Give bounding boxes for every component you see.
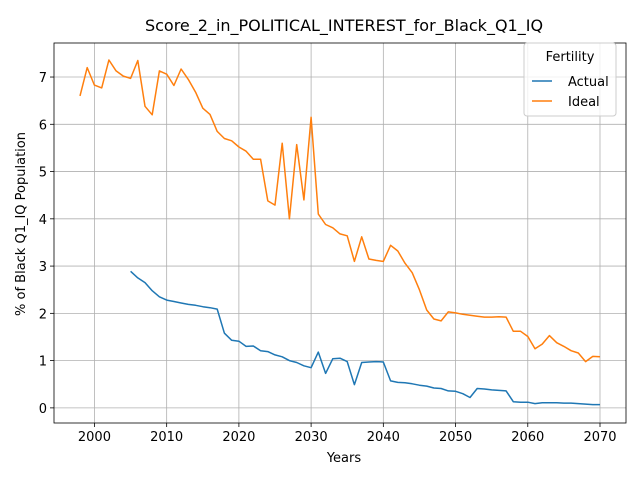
y-tick-label: 7 — [39, 71, 47, 86]
y-tick-label: 6 — [39, 118, 47, 133]
legend-label-actual: Actual — [568, 75, 609, 90]
x-axis-label: Years — [326, 451, 362, 466]
x-tick-label: 2050 — [439, 430, 472, 445]
x-tick-label: 2030 — [295, 430, 328, 445]
y-axis-label: % of Black Q1_IQ Population — [14, 132, 29, 316]
series-line-ideal — [79, 59, 601, 363]
y-tick-label: 1 — [39, 355, 47, 370]
x-tick-label: 2020 — [222, 430, 255, 445]
y-tick-label: 3 — [39, 260, 47, 275]
legend-title: Fertility — [546, 50, 595, 65]
y-axis: 0 1 2 3 4 5 6 7 — [39, 71, 54, 417]
plot-frame — [53, 42, 627, 424]
y-tick-label: 0 — [39, 402, 47, 417]
series-lines — [79, 59, 601, 406]
x-tick-label: 2060 — [511, 430, 544, 445]
x-axis: 2000 2010 2020 2030 2040 2050 2060 2070 — [78, 423, 617, 445]
y-tick-label: 4 — [39, 213, 47, 228]
legend-box — [523, 42, 617, 117]
legend-label-ideal: Ideal — [568, 95, 600, 110]
y-tick-label: 2 — [39, 307, 47, 322]
y-tick-label: 5 — [39, 166, 47, 181]
x-tick-label: 2040 — [367, 430, 400, 445]
chart-title: Score_2_in_POLITICAL_INTEREST_for_Black_… — [145, 16, 543, 36]
x-tick-label: 2010 — [150, 430, 183, 445]
x-tick-label: 2000 — [78, 430, 111, 445]
legend: Fertility Actual Ideal — [523, 42, 617, 117]
x-tick-label: 2070 — [583, 430, 616, 445]
series-line-actual — [130, 270, 600, 406]
